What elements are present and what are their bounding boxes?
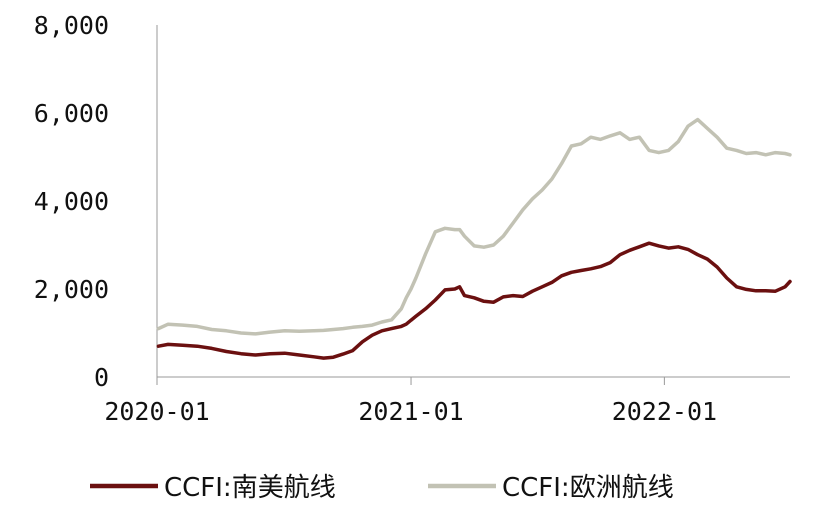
y-tick-label: 6,000 bbox=[34, 99, 109, 128]
series-layer bbox=[156, 117, 792, 360]
y-tick-label: 4,000 bbox=[34, 187, 109, 216]
x-axis: 2020-01 2021-01 2022-01 bbox=[104, 376, 790, 426]
y-tick-label: 2,000 bbox=[34, 275, 109, 304]
legend-label-1: CCFI:欧洲航线 bbox=[502, 473, 674, 503]
x-tick-label: 2020-01 bbox=[104, 397, 209, 426]
y-tick-label: 8,000 bbox=[34, 11, 109, 40]
series-line-1 bbox=[156, 117, 792, 336]
y-axis: 0 2,000 4,000 6,000 8,000 bbox=[34, 11, 158, 392]
series-line-0 bbox=[156, 241, 792, 360]
legend-label-0: CCFI:南美航线 bbox=[164, 473, 336, 503]
x-tick-label: 2022-01 bbox=[612, 397, 717, 426]
y-tick-label: 0 bbox=[94, 363, 109, 392]
x-tick-label: 2021-01 bbox=[358, 397, 463, 426]
legend: CCFI:南美航线 CCFI:欧洲航线 bbox=[90, 473, 674, 503]
